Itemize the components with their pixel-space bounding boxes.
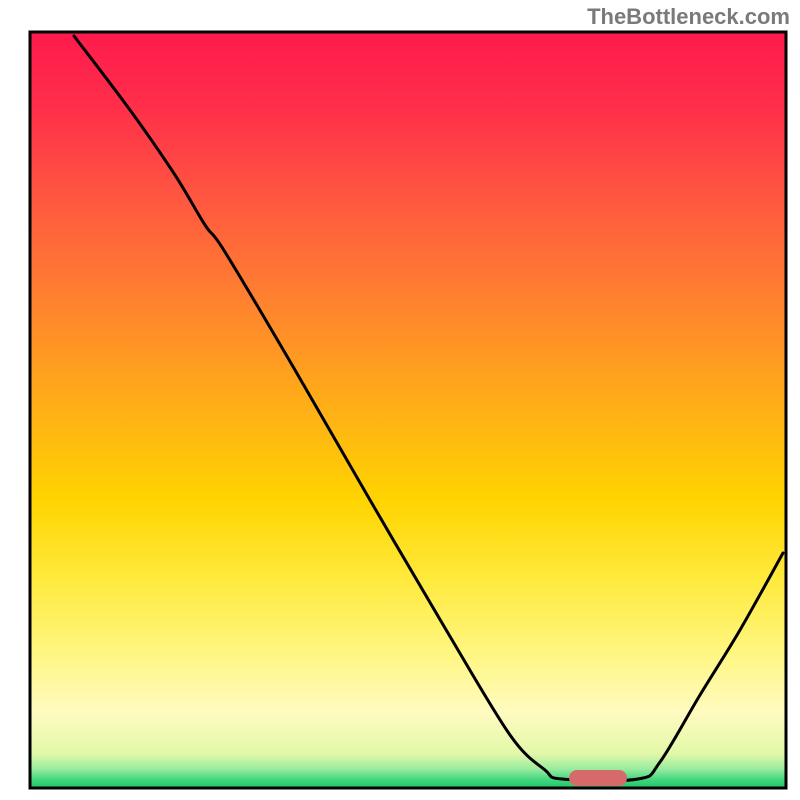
chart-container: TheBottleneck.com bbox=[0, 0, 800, 800]
bottleneck-curve bbox=[74, 36, 783, 781]
watermark-text: TheBottleneck.com bbox=[587, 4, 790, 30]
curve-layer bbox=[0, 0, 800, 800]
optimal-marker bbox=[569, 770, 627, 786]
